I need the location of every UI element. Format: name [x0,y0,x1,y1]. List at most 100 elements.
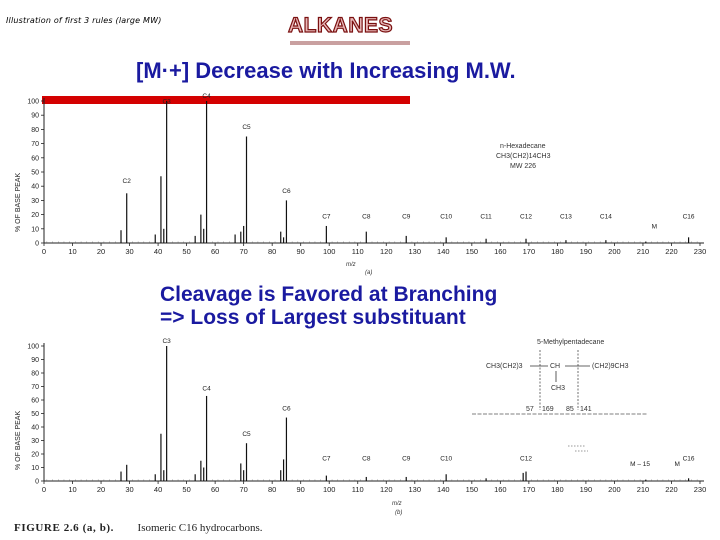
fragment-85: 85 [566,406,574,413]
spec-b-xtick-label: 80 [268,485,276,494]
spec-b-peak-label: C9 [402,455,411,462]
spec-b-ytick-label: 90 [31,357,39,364]
spec-a-peak-label: C13 [560,214,572,221]
spec-a-xtick-label: 90 [297,247,305,256]
spec-b-xtick-label: 180 [551,485,564,494]
spec-b-peak-label: C4 [202,385,211,392]
spec-a-ytick-label: 100 [27,99,39,106]
spec-a-ytick-label: 90 [31,113,39,120]
spec-b-xtick-label: 170 [523,485,536,494]
compound-a-formula: CH3(CH2)14CH3 [496,153,551,160]
spec-a-ytick-label: 10 [31,226,39,233]
spec-a-xtick-label: 210 [637,247,650,256]
spec-a-xtick-label: 120 [380,247,393,256]
spec-a-peak-label: C5 [242,124,251,131]
spec-b-xtick-label: 10 [68,485,76,494]
structure-diagram: 5-Methylpentadecane CH3(CH2)3 CH (CH2)9C… [472,339,648,452]
spec-a-xtick-label: 200 [608,247,621,256]
spec-a-peak-label: C3 [162,99,171,106]
spectrum-a-ylabel: % OF BASE PEAK [15,173,22,232]
spec-b-xtick-label: 100 [323,485,336,494]
spec-b-xtick-label: 40 [154,485,162,494]
spec-a-xtick-label: 80 [268,247,276,256]
spec-a-xtick-label: 10 [68,247,76,256]
spec-b-peak-label: C8 [362,455,371,462]
spectrum-b-xlabel: m/z [392,501,402,507]
spec-b-ytick-label: 20 [31,452,39,459]
spectrum-a-xlabel: m/z [346,262,356,268]
spec-b-peak-label: M – 15 [630,461,650,468]
heading-branching: Cleavage is Favored at Branching => Loss… [160,283,497,329]
spec-b-xtick-label: 210 [637,485,650,494]
spec-a-ytick-label: 80 [31,127,39,134]
spec-a-peak-label: C7 [322,214,331,221]
spec-a-peak-label: C10 [440,214,452,221]
spec-a-ytick-label: 50 [31,170,39,177]
spec-b-ytick-label: 70 [31,384,39,391]
spec-a-xtick-label: 60 [211,247,219,256]
spec-b-xtick-label: 160 [494,485,507,494]
spectrum-b: % OF BASE PEAK 0 10 20 30 40 50 60 70 80 90 100 0 10… [15,338,706,516]
spec-b-ytick-label: 0 [35,479,39,486]
spec-b-xtick-label: 190 [580,485,593,494]
spec-b-peak-label: C12 [520,455,532,462]
spec-a-xtick-label: 180 [551,247,564,256]
heading-branching-line2: => Loss of Largest substituant [160,306,466,329]
heading-decrease-mw: [M·+] Decrease with Increasing M.W. [136,58,516,83]
spec-b-peak-label: C7 [322,455,331,462]
compound-b-formula-branch: CH3 [551,385,565,392]
spec-a-xtick-label: 70 [239,247,247,256]
spec-a-ytick-label: 30 [31,198,39,205]
spec-a-xtick-label: 30 [125,247,133,256]
spec-b-xtick-label: 70 [239,485,247,494]
spec-b-xtick-label: 150 [466,485,479,494]
compound-b-name: 5-Methylpentadecane [537,339,604,346]
compound-a-mw: MW 226 [510,163,536,170]
compound-a-name: n-Hexadecane [500,143,546,150]
spec-a-xtick-label: 110 [352,247,364,256]
spec-b-ytick-label: 30 [31,438,39,445]
compound-b-formula-center: CH [550,363,560,370]
spec-a-peak-label: C12 [520,214,532,221]
spectrum-a-axes: 0 10 20 30 40 50 60 70 80 90 100 0 10 20 30 40 50 60 70 80 9… [27,98,706,256]
spec-a-peak-label: C11 [480,214,492,221]
spec-b-ytick-label: 80 [31,371,39,378]
spec-a-xtick-label: 20 [97,247,105,256]
fragment-169: 169 [542,406,554,413]
figure-caption-text: Isomeric C16 hydrocarbons. [137,522,263,534]
spec-a-ytick-label: 60 [31,155,39,162]
spec-a-xtick-label: 170 [523,247,536,256]
slide-note: Illustration of first 3 rules (large MW) [6,16,162,25]
spec-a-peak-label: C9 [402,214,411,221]
spec-b-xtick-label: 230 [694,485,707,494]
spectrum-b-ylabel: % OF BASE PEAK [15,411,22,470]
spec-b-ytick-label: 10 [31,465,39,472]
spectrum-a-peaks [46,101,698,243]
spec-b-xtick-label: 140 [437,485,450,494]
spec-a-peak-label: C14 [600,214,612,221]
spec-b-peak-label: C10 [440,455,452,462]
spec-a-peak-label: C6 [282,188,291,195]
spec-a-ytick-label: 20 [31,212,39,219]
spectrum-a: % OF BASE PEAK 0 10 20 30 40 50 60 70 80 90 100 0 10… [15,93,706,276]
spec-b-ytick-label: 50 [31,411,39,418]
spec-b-peak-label: C16 [683,455,695,462]
spec-a-xtick-label: 150 [466,247,479,256]
compound-b-formula-left: CH3(CH2)3 [486,363,523,370]
spec-b-xtick-label: 220 [665,485,678,494]
spec-b-xtick-label: 20 [97,485,105,494]
spec-b-xtick-label: 60 [211,485,219,494]
spec-b-ytick-label: 60 [31,398,39,405]
spec-b-ytick-label: 40 [31,425,39,432]
spectrum-b-peak-labels: C3 C4 C6 C5 C7 C8 C9 C10 C12 C16 M – 15 M [162,338,694,468]
spec-a-xtick-label: 50 [182,247,190,256]
figure-caption: FIGURE 2.6 (a, b). Isomeric C16 hydrocar… [14,522,262,534]
spec-a-xtick-label: 160 [494,247,507,256]
spec-a-xtick-label: 190 [580,247,593,256]
spec-a-ytick-label: 70 [31,141,39,148]
spec-a-xtick-label: 230 [694,247,707,256]
spectrum-a-panel: (a) [365,270,372,276]
red-highlight-bar [42,96,410,104]
fragment-141: 141 [580,406,592,413]
